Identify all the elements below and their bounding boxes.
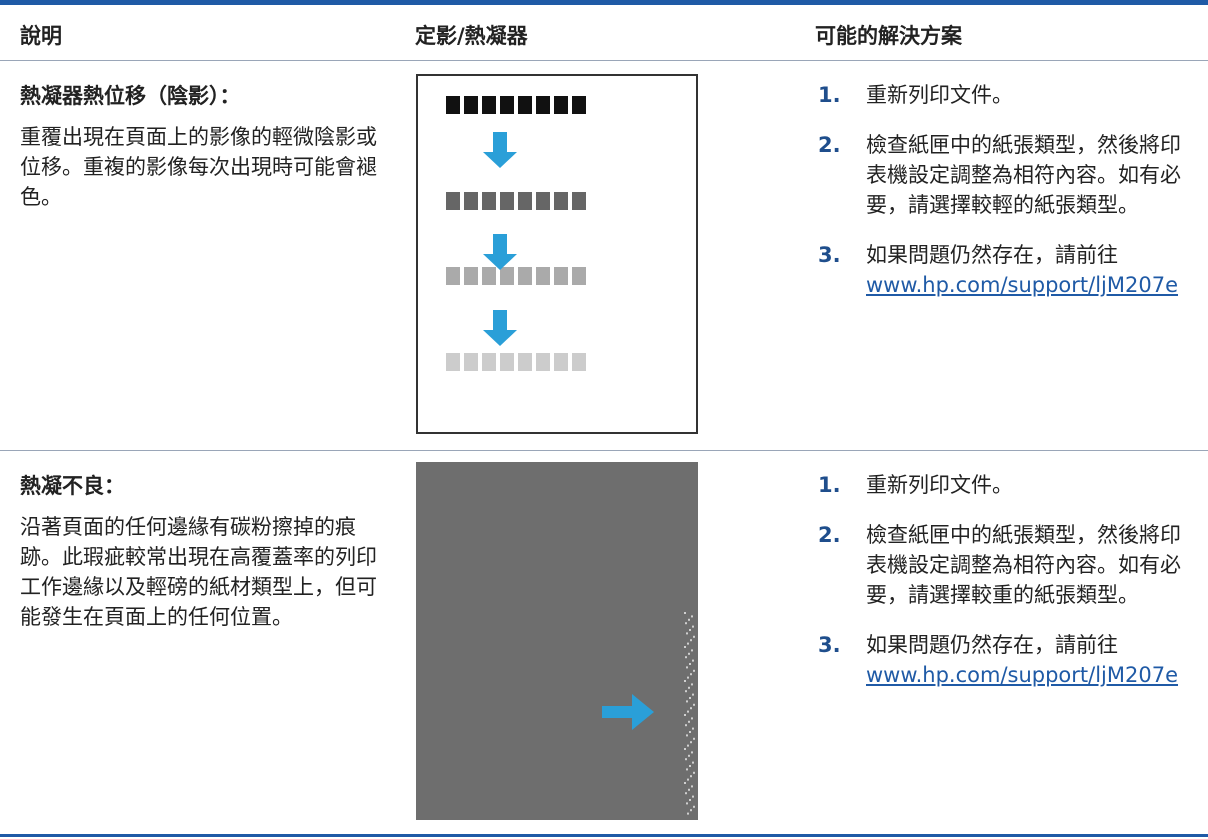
step-number: 3. xyxy=(818,243,841,267)
step-text: 檢查紙匣中的紙張類型，然後將印表機設定調整為相符內容。如有必要，請選擇較重的紙張… xyxy=(866,523,1181,607)
step-number: 2. xyxy=(818,523,841,547)
step-text-block: 如果問題仍然存在，請前往 www.hp.com/support/ljM207e xyxy=(866,630,1192,690)
step: 2. 檢查紙匣中的紙張類型，然後將印表機設定調整為相符內容。如有必要，請選擇較重的… xyxy=(818,520,1198,610)
top-bar xyxy=(0,0,1208,5)
step: 2. 檢查紙匣中的紙張類型，然後將印表機設定調整為相符內容。如有必要，請選擇較輕的… xyxy=(818,130,1198,220)
row-description: 沿著頁面的任何邊緣有碳粉擦掉的痕跡。此瑕疵較常出現在高覆蓋率的列印工作邊緣以及輕… xyxy=(20,515,377,629)
step-text: 重新列印文件。 xyxy=(866,473,1013,497)
link[interactable]: www.hp.com/support/ljM207e xyxy=(866,273,1179,297)
row-description: 重覆出現在頁面上的影像的輕微陰影或位移。重複的影像每次出現時可能會褪色。 xyxy=(20,125,377,209)
row-title: 熱凝不良： xyxy=(20,474,125,498)
header: 定影/熱凝器 xyxy=(415,24,528,48)
sample-image xyxy=(416,462,698,820)
step-text: 檢查紙匣中的紙張類型，然後將印表機設定調整為相符內容。如有必要，請選擇較輕的紙張… xyxy=(866,133,1181,217)
step-number: 1. xyxy=(818,473,841,497)
step-number: 2. xyxy=(818,133,841,157)
step-text: 如果問題仍然存在，請前往 xyxy=(866,243,1118,267)
step-text: 重新列印文件。 xyxy=(866,83,1013,107)
step: 3. 如果問題仍然存在，請前往 www.hp.com/support/ljM207e xyxy=(818,630,1198,690)
step-number: 3. xyxy=(818,633,841,657)
header: 說明 xyxy=(20,24,62,48)
step: 1. 重新列印文件。 xyxy=(818,470,1198,500)
divider xyxy=(0,60,1208,61)
steps: 1. 重新列印文件。 2. 檢查紙匣中的紙張類型，然後將印表機設定調整為相符內容。如有… xyxy=(818,470,1198,710)
step-number: 1. xyxy=(818,83,841,107)
row-title: 熱凝器熱位移（陰影）： xyxy=(20,84,241,108)
bottom-bar xyxy=(0,834,1208,837)
step-text-block: 如果問題仍然存在，請前往 www.hp.com/support/ljM207e xyxy=(866,240,1192,300)
header: 可能的解決方案 xyxy=(815,24,962,48)
sample-image xyxy=(416,74,698,434)
step: 1. 重新列印文件。 xyxy=(818,80,1198,110)
steps: 1. 重新列印文件。 2. 檢查紙匣中的紙張類型，然後將印表機設定調整為相符內容。如有… xyxy=(818,80,1198,320)
link[interactable]: www.hp.com/support/ljM207e xyxy=(866,663,1179,687)
step-text-block: 檢查紙匣中的紙張類型，然後將印表機設定調整為相符內容。如有必要，請選擇較重的紙張… xyxy=(866,520,1192,610)
step-text-block: 檢查紙匣中的紙張類型，然後將印表機設定調整為相符內容。如有必要，請選擇較輕的紙張… xyxy=(866,130,1192,220)
step-text-block: 重新列印文件。 xyxy=(866,80,1192,110)
step-text-block: 重新列印文件。 xyxy=(866,470,1192,500)
divider xyxy=(0,450,1208,451)
step-text: 如果問題仍然存在，請前往 xyxy=(866,633,1118,657)
step: 3. 如果問題仍然存在，請前往 www.hp.com/support/ljM207e xyxy=(818,240,1198,300)
